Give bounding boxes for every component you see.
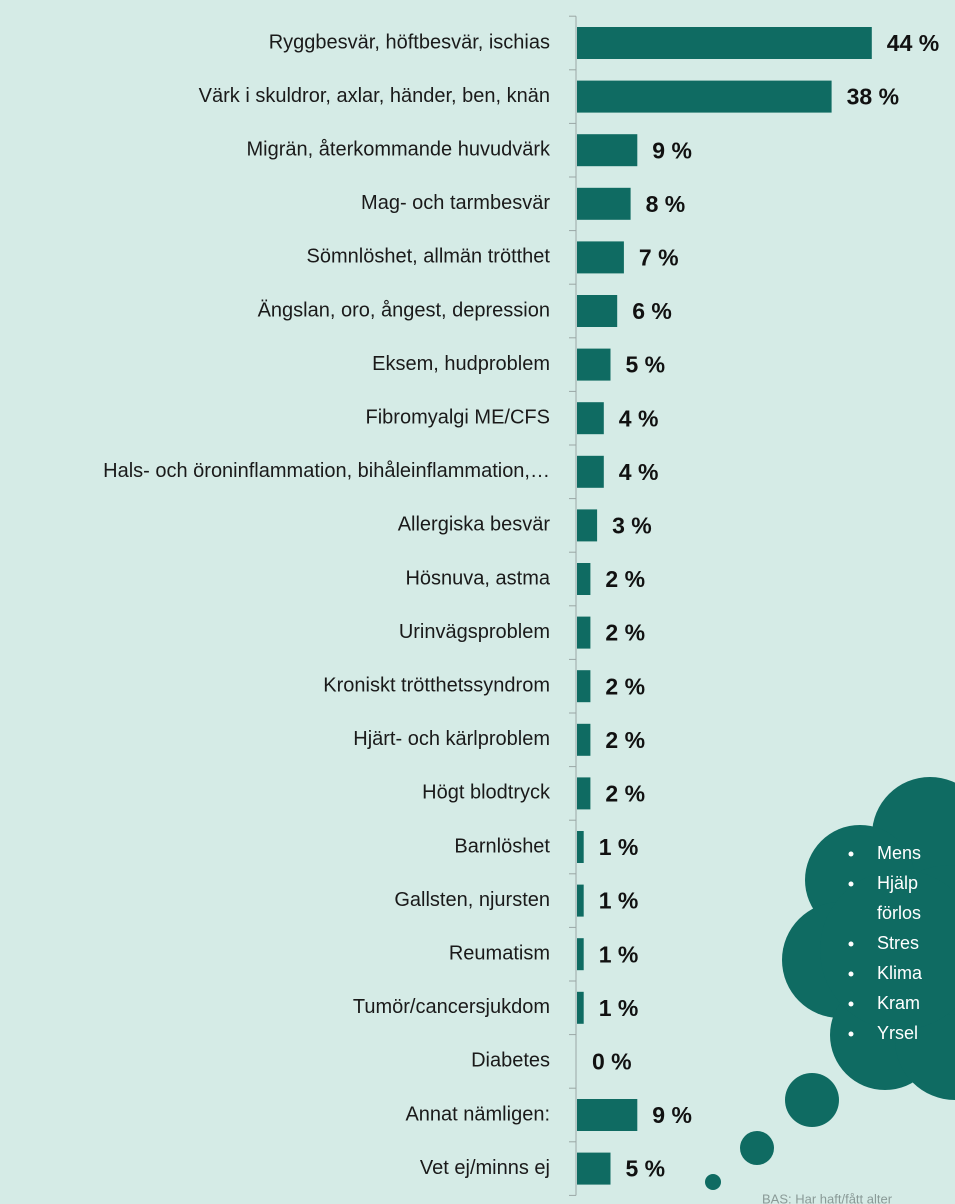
category-label: Reumatism <box>449 942 550 964</box>
note-text: Mens <box>877 843 921 863</box>
value-label: 1 % <box>599 834 639 860</box>
value-label: 9 % <box>652 137 692 163</box>
category-label: Hjärt- och kärlproblem <box>353 728 550 750</box>
bullet <box>849 852 854 857</box>
bar <box>577 992 584 1024</box>
value-label: 8 % <box>646 191 686 217</box>
bar <box>577 885 584 917</box>
category-label: Diabetes <box>471 1050 550 1072</box>
category-label: Hösnuva, astma <box>405 567 550 589</box>
thought-cloud: Mens Hjälp förlos Stres Klima Kram Yrsel <box>705 777 955 1190</box>
bar <box>577 349 611 381</box>
value-label: 5 % <box>626 352 666 378</box>
category-label: Kroniskt trötthetssyndrom <box>323 674 550 696</box>
value-label: 2 % <box>605 673 645 699</box>
bullet <box>849 942 854 947</box>
bar <box>577 27 872 59</box>
value-label: 1 % <box>599 941 639 967</box>
value-label: 5 % <box>626 1156 666 1182</box>
value-label: 2 % <box>605 727 645 753</box>
category-label: Fibromyalgi ME/CFS <box>366 406 550 428</box>
value-label: 2 % <box>605 620 645 646</box>
footnote: BAS: Har haft/fått alter <box>762 1191 893 1204</box>
category-label: Urinvägsproblem <box>399 621 550 643</box>
bar <box>577 509 597 541</box>
category-label: Hals- och öroninflammation, bihåleinflam… <box>103 460 550 482</box>
bar <box>577 402 604 434</box>
value-label: 2 % <box>605 780 645 806</box>
bar <box>577 724 590 756</box>
bar <box>577 670 590 702</box>
note-text: Stres <box>877 933 919 953</box>
value-label: 1 % <box>599 995 639 1021</box>
bar <box>577 1153 611 1185</box>
note-text: Klima <box>877 963 923 983</box>
category-label: Annat nämligen: <box>405 1103 550 1125</box>
bar <box>577 81 832 113</box>
category-label: Gallsten, njursten <box>394 889 550 911</box>
bullet <box>849 882 854 887</box>
bar <box>577 563 590 595</box>
bar <box>577 134 637 166</box>
bar <box>577 241 624 273</box>
category-label: Högt blodtryck <box>422 782 551 804</box>
category-label: Migrän, återkommande huvudvärk <box>247 138 551 160</box>
category-label: Mag- och tarmbesvär <box>361 192 550 214</box>
value-label: 0 % <box>592 1048 632 1074</box>
bar <box>577 777 590 809</box>
bar <box>577 295 617 327</box>
note-text: Kram <box>877 993 920 1013</box>
bar <box>577 617 590 649</box>
value-label: 44 % <box>887 30 939 56</box>
value-label: 2 % <box>605 566 645 592</box>
bar <box>577 188 631 220</box>
value-label: 3 % <box>612 512 652 538</box>
category-label: Sömnlöshet, allmän trötthet <box>307 246 551 268</box>
category-label: Ryggbesvär, höftbesvär, ischias <box>269 31 550 53</box>
bar <box>577 831 584 863</box>
note-text: förlos <box>877 903 921 923</box>
note-text: Yrsel <box>877 1023 918 1043</box>
bar <box>577 1099 637 1131</box>
value-label: 9 % <box>652 1102 692 1128</box>
bar <box>577 456 604 488</box>
value-label: 7 % <box>639 244 679 270</box>
note-text: Hjälp <box>877 873 918 893</box>
value-label: 6 % <box>632 298 672 324</box>
value-label: 1 % <box>599 888 639 914</box>
bullet <box>849 1032 854 1037</box>
bullet <box>849 972 854 977</box>
category-label: Eksem, hudproblem <box>372 353 550 375</box>
value-label: 38 % <box>847 84 899 110</box>
bar <box>577 938 584 970</box>
category-label: Tumör/cancersjukdom <box>353 996 550 1018</box>
value-label: 4 % <box>619 405 659 431</box>
value-label: 4 % <box>619 459 659 485</box>
category-label: Ängslan, oro, ångest, depression <box>258 299 550 321</box>
category-label: Allergiska besvär <box>398 514 551 536</box>
category-label: Barnlöshet <box>454 835 550 857</box>
bullet <box>849 1002 854 1007</box>
category-label: Värk i skuldror, axlar, händer, ben, knä… <box>199 85 550 107</box>
category-label: Vet ej/minns ej <box>420 1157 550 1179</box>
chart: Mens Hjälp förlos Stres Klima Kram Yrsel Ryggb… <box>0 0 955 1204</box>
page: {"chart_data": { "type": "bar", "orienta… <box>0 0 955 1204</box>
